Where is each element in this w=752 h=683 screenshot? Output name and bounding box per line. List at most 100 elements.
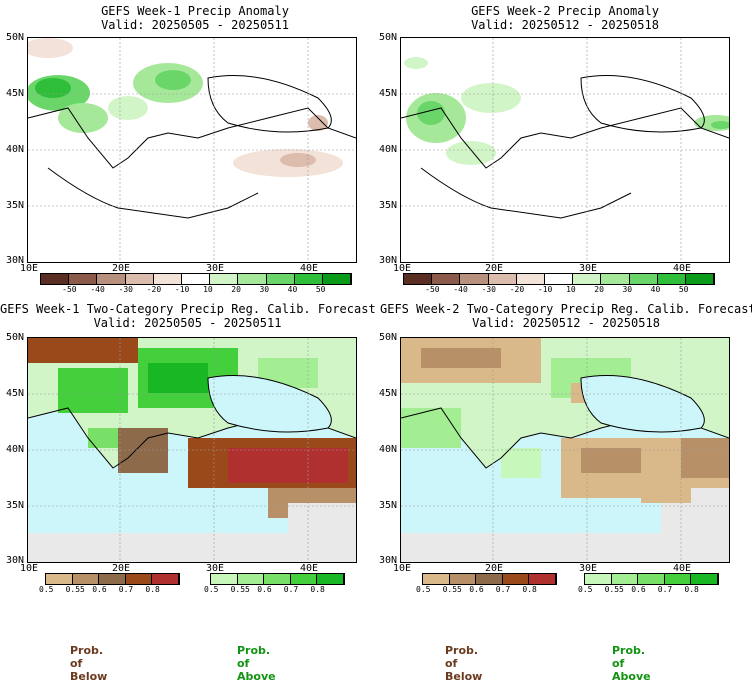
colorbar-swatch	[685, 274, 715, 284]
colorbar-tick-label: 40	[650, 285, 661, 294]
anomaly-colorbar	[40, 273, 352, 285]
prob-above-footer: Prob. of Above	[237, 644, 276, 683]
prob-above-colorbar	[584, 573, 719, 585]
lat-label: 30N	[5, 255, 24, 266]
colorbar-tick-label: 50	[315, 285, 326, 294]
colorbar-tick-label: 0.5	[416, 585, 431, 594]
colorbar-tick-label: -40	[90, 285, 105, 294]
colorbar-swatch	[601, 274, 630, 284]
colorbar-swatch	[125, 274, 154, 284]
colorbar-tick-label: 30	[259, 285, 270, 294]
colorbar-tick-label: 0.55	[604, 585, 624, 594]
map-area	[400, 37, 730, 263]
colorbar-tick-label: 0.55	[230, 585, 250, 594]
lon-label: 30E	[206, 563, 225, 574]
colorbar-swatch	[237, 574, 265, 584]
colorbar-tick-label: 30	[622, 285, 633, 294]
map-svg	[401, 38, 729, 262]
colorbar-swatch	[211, 574, 238, 584]
lat-label: 40N	[378, 144, 397, 155]
lat-label: 35N	[378, 200, 397, 211]
panel-title: GEFS Week-2 Two-Category Precip Reg. Cal…	[380, 302, 752, 330]
lon-label: 30E	[579, 263, 598, 274]
colorbar-tick-label: -10	[174, 285, 190, 294]
prob-below-footer: Prob. of Below	[70, 644, 108, 683]
lat-label: 50N	[5, 32, 24, 43]
lat-label: 45N	[378, 88, 397, 99]
colorbar-swatch	[46, 574, 73, 584]
colorbar-tick-label: 10	[566, 285, 576, 294]
colorbar-tick-label: 40	[287, 285, 298, 294]
lat-label: 50N	[5, 332, 24, 343]
colorbar-tick-label: 0.7	[283, 585, 299, 594]
map-area	[400, 337, 730, 563]
lat-label: 35N	[5, 500, 24, 511]
colorbar-swatch	[657, 274, 686, 284]
colorbar-swatch	[69, 274, 98, 284]
colorbar-tick-label: -40	[453, 285, 468, 294]
map-svg	[28, 38, 356, 262]
lat-label: 40N	[378, 444, 397, 455]
colorbar-swatch	[476, 574, 503, 584]
lon-label: 10E	[20, 563, 39, 574]
colorbar-tick-label: 0.5	[204, 585, 219, 594]
colorbar-swatch	[404, 274, 433, 284]
anomaly-colorbar	[403, 273, 715, 285]
colorbar-swatch	[516, 274, 545, 284]
prob-above-colorbar	[210, 573, 345, 585]
colorbar-swatch	[152, 574, 179, 584]
map-area	[27, 37, 357, 263]
colorbar-tick-label: 0.6	[92, 585, 107, 594]
colorbar-swatch	[611, 574, 639, 584]
colorbar-tick-label: 50	[678, 285, 689, 294]
colorbar-swatch	[488, 274, 517, 284]
colorbar-tick-label: 0.7	[657, 585, 673, 594]
colorbar-tick-label: 0.6	[631, 585, 646, 594]
colorbar-swatch	[502, 574, 530, 584]
lat-label: 40N	[5, 144, 24, 155]
colorbar-tick-label: -10	[537, 285, 553, 294]
colorbar-swatch	[432, 274, 461, 284]
lat-label: 40N	[5, 444, 24, 455]
colorbar-tick-label: -20	[509, 285, 525, 294]
lat-label: 30N	[5, 555, 24, 566]
colorbar-swatch	[266, 274, 295, 284]
colorbar-swatch	[72, 574, 100, 584]
colorbar-tick-label: 0.8	[145, 585, 160, 594]
lon-label: 10E	[20, 263, 39, 274]
lon-label: 20E	[485, 263, 504, 274]
colorbar-swatch	[153, 274, 182, 284]
colorbar-swatch	[573, 274, 602, 284]
colorbar-tick-label: 0.6	[257, 585, 272, 594]
lat-label: 45N	[378, 388, 397, 399]
colorbar-swatch	[238, 274, 267, 284]
lon-label: 10E	[393, 263, 412, 274]
colorbar-tick-label: 0.5	[39, 585, 54, 594]
lon-label: 30E	[579, 563, 598, 574]
panel-title: GEFS Week-2 Precip Anomaly Valid: 2025051…	[471, 4, 659, 32]
lat-label: 35N	[5, 200, 24, 211]
lon-label: 40E	[673, 263, 692, 274]
colorbar-tick-label: 20	[231, 285, 241, 294]
lat-label: 45N	[5, 88, 24, 99]
colorbar-swatch	[97, 274, 126, 284]
colorbar-swatch	[290, 574, 318, 584]
colorbar-tick-label: 0.6	[469, 585, 484, 594]
colorbar-swatch	[629, 274, 658, 284]
colorbar-tick-label: -30	[481, 285, 496, 294]
colorbar-tick-label: 10	[203, 285, 213, 294]
lon-label: 20E	[112, 263, 131, 274]
map-svg	[401, 338, 729, 562]
colorbar-swatch	[125, 574, 153, 584]
colorbar-swatch	[264, 574, 291, 584]
colorbar-swatch	[664, 574, 692, 584]
colorbar-swatch	[210, 274, 239, 284]
colorbar-tick-label: 0.8	[522, 585, 537, 594]
colorbar-tick-label: -50	[62, 285, 77, 294]
colorbar-swatch	[423, 574, 450, 584]
lon-label: 10E	[393, 563, 412, 574]
colorbar-tick-label: -30	[118, 285, 133, 294]
colorbar-swatch	[638, 574, 665, 584]
lon-label: 20E	[112, 563, 131, 574]
colorbar-swatch	[460, 274, 489, 284]
